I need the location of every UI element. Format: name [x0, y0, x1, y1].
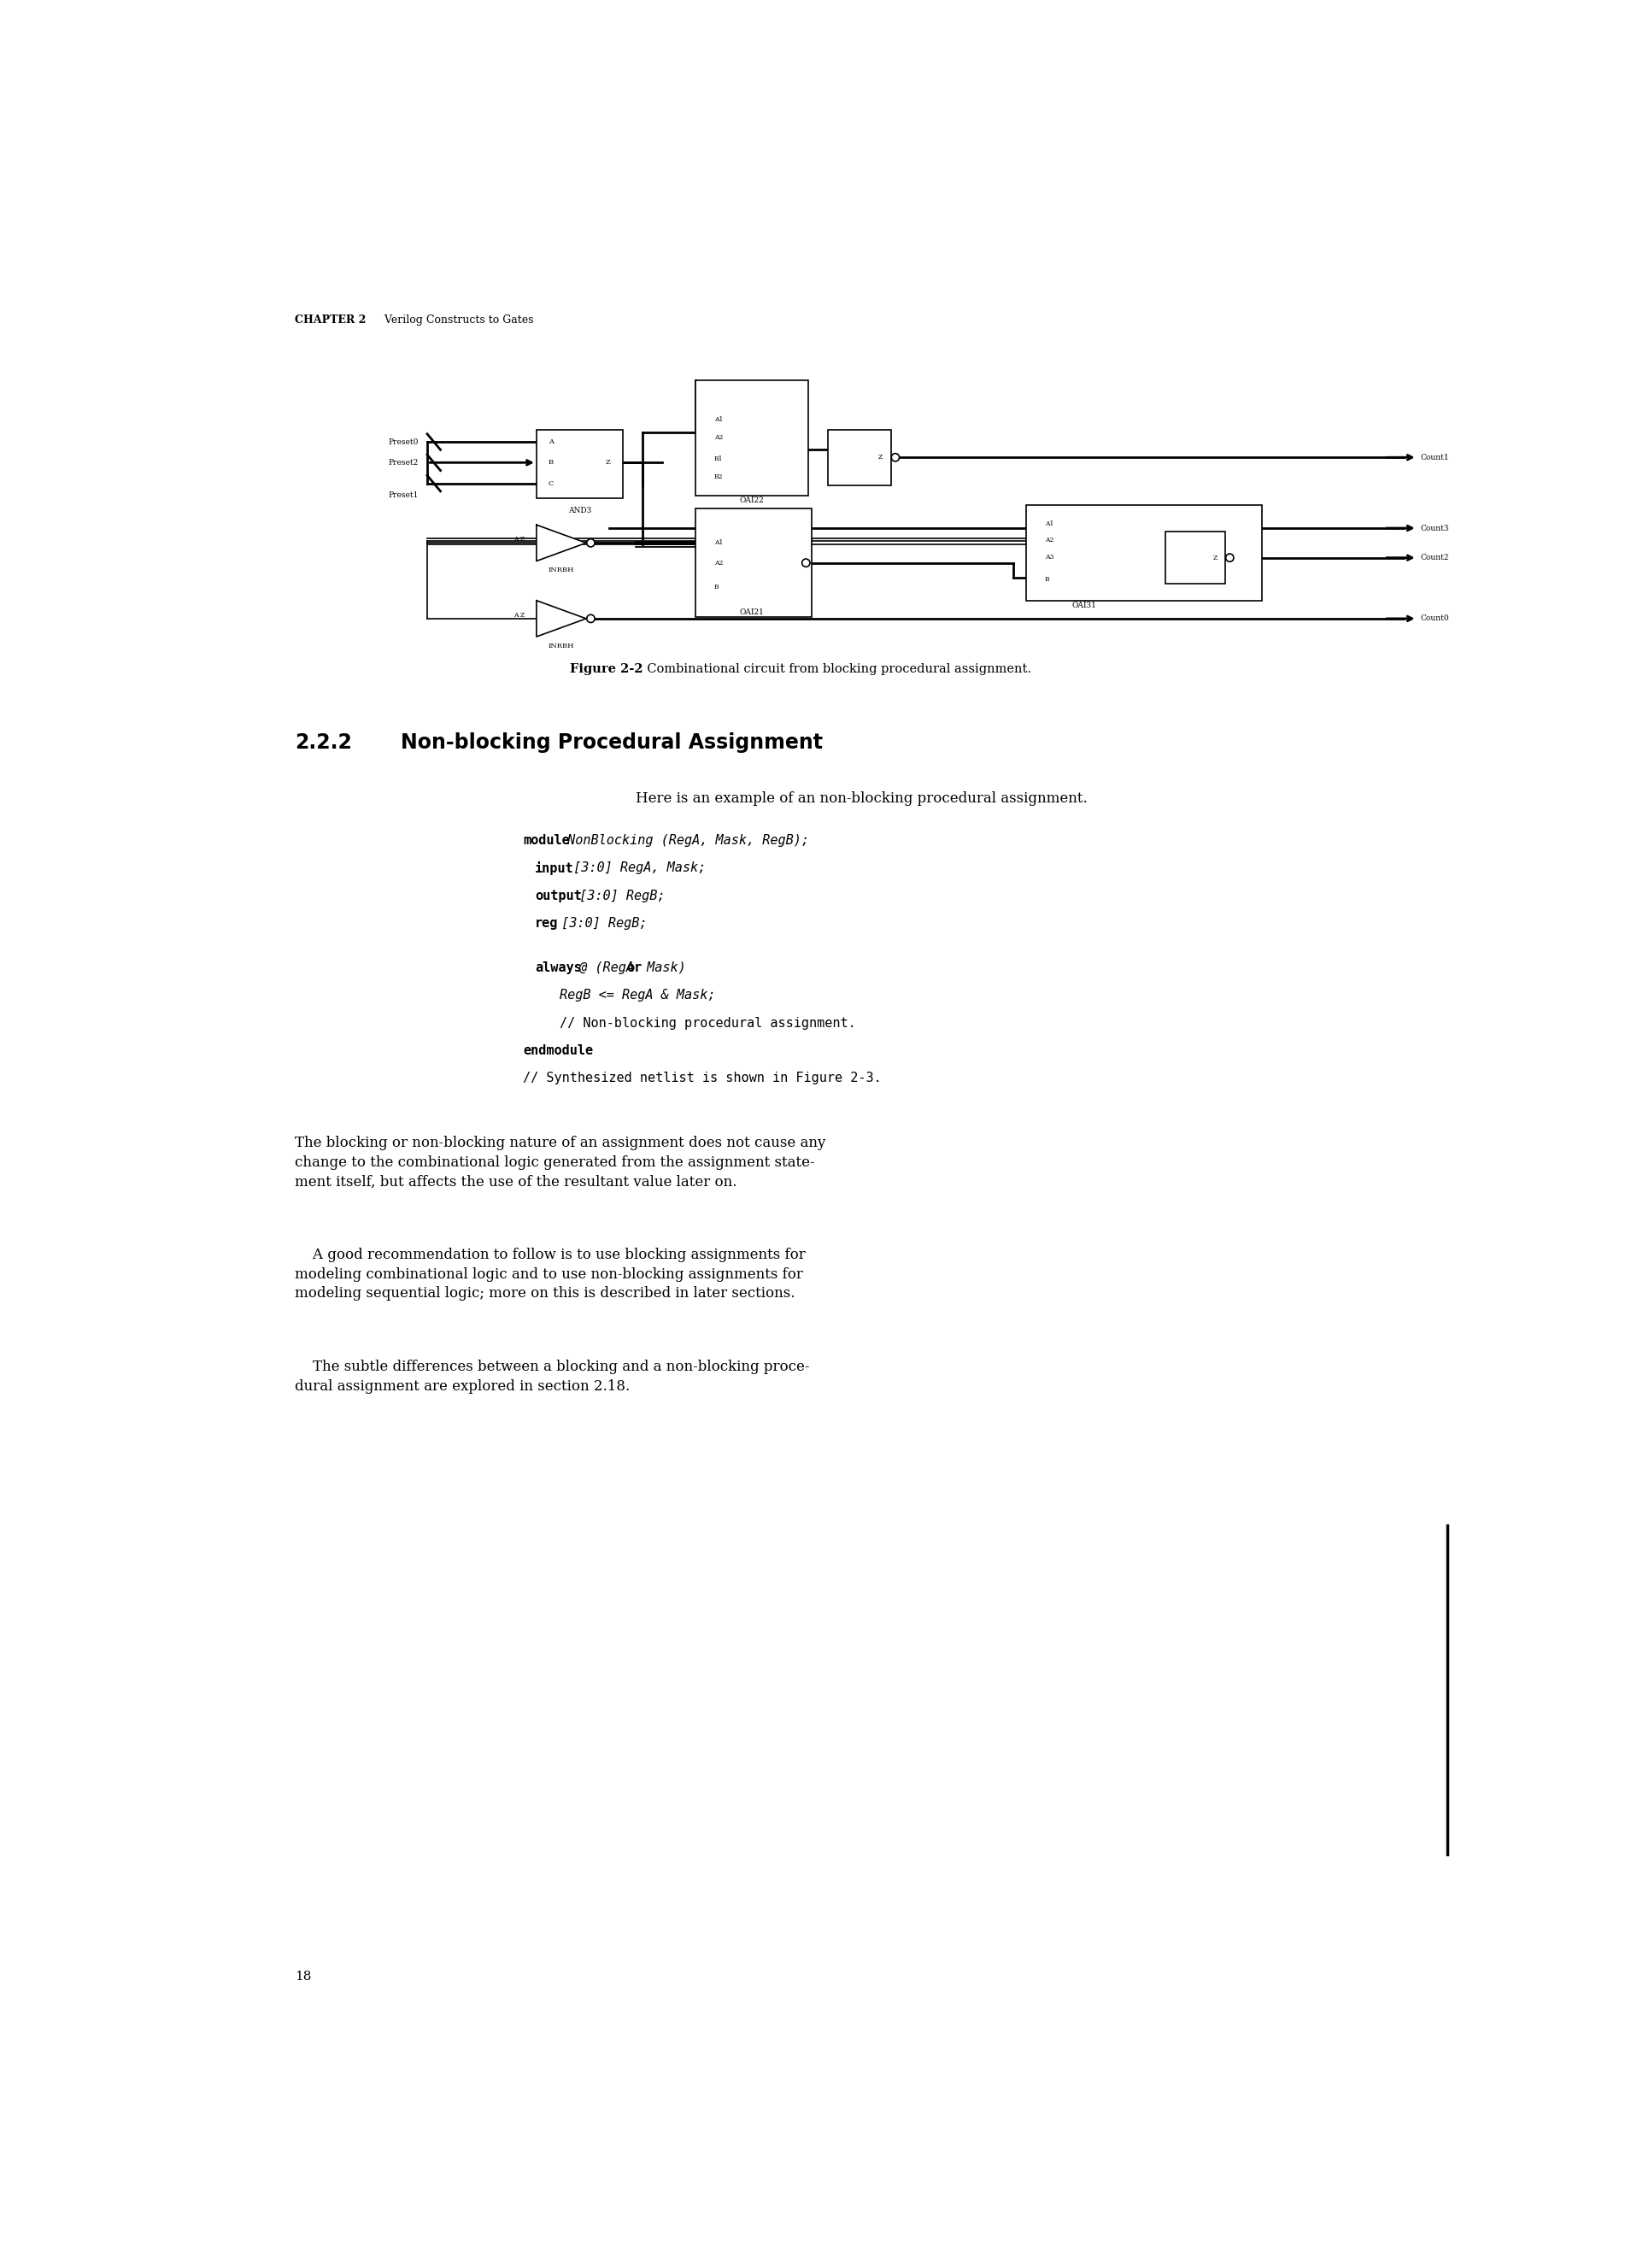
Text: @ (RegA: @ (RegA [572, 962, 642, 973]
Circle shape [892, 454, 899, 460]
Text: C: C [549, 481, 554, 488]
Polygon shape [537, 601, 587, 637]
Polygon shape [537, 524, 587, 560]
Text: Verilog Constructs to Gates: Verilog Constructs to Gates [371, 315, 534, 324]
Text: 2.2.2: 2.2.2 [294, 733, 352, 753]
Text: A good recommendation to follow is to use blocking assignments for
modeling comb: A good recommendation to follow is to us… [294, 1247, 805, 1302]
Text: // Non-blocking procedural assignment.: // Non-blocking procedural assignment. [560, 1016, 856, 1030]
Text: A Z: A Z [513, 535, 524, 542]
Text: or: or [626, 962, 642, 973]
Bar [1165, 531, 1226, 585]
Text: [3:0] RegB;: [3:0] RegB; [572, 889, 665, 903]
Text: OAI22: OAI22 [739, 497, 764, 503]
Text: A3: A3 [1045, 553, 1053, 560]
Bar [702, 528, 802, 601]
Text: RegB <= RegA & Mask;: RegB <= RegA & Mask; [560, 989, 716, 1002]
Text: Count1: Count1 [1421, 454, 1449, 460]
Bar [828, 429, 891, 485]
Text: 18: 18 [294, 1971, 311, 1982]
Text: A2: A2 [715, 560, 723, 567]
Text: Count0: Count0 [1421, 615, 1449, 621]
Circle shape [587, 615, 595, 621]
Text: B1: B1 [715, 456, 723, 463]
Text: Preset1: Preset1 [388, 492, 419, 499]
Text: OAI21: OAI21 [739, 608, 764, 617]
Text: INRBH: INRBH [549, 567, 575, 574]
Text: A Z: A Z [513, 612, 524, 619]
Text: Combinational circuit from blocking procedural assignment.: Combinational circuit from blocking proc… [639, 662, 1032, 676]
Text: [3:0] RegB;: [3:0] RegB; [554, 916, 647, 930]
Text: NonBlocking (RegA, Mask, RegB);: NonBlocking (RegA, Mask, RegB); [560, 835, 810, 846]
Bar [1027, 506, 1262, 601]
Text: A2: A2 [715, 433, 723, 440]
Text: Z: Z [606, 458, 611, 465]
Text: B2: B2 [715, 474, 723, 481]
Text: Non-blocking Procedural Assignment: Non-blocking Procedural Assignment [401, 733, 823, 753]
Text: INRBH: INRBH [549, 642, 575, 649]
Circle shape [802, 558, 810, 567]
Text: module: module [522, 835, 570, 846]
Text: // Synthesized netlist is shown in Figure 2-3.: // Synthesized netlist is shown in Figur… [522, 1073, 882, 1084]
Bar [537, 429, 623, 499]
Text: CHAPTER 2: CHAPTER 2 [294, 315, 366, 324]
Bar [695, 508, 812, 617]
Text: always: always [536, 962, 582, 973]
Text: Preset0: Preset0 [388, 438, 419, 447]
Text: The blocking or non-blocking nature of an assignment does not cause any
change t: The blocking or non-blocking nature of a… [294, 1136, 826, 1188]
Bar [695, 381, 808, 494]
Text: The subtle differences between a blocking and a non-blocking proce-
dural assign: The subtle differences between a blockin… [294, 1359, 810, 1393]
Text: A1: A1 [715, 417, 723, 424]
Text: Preset2: Preset2 [388, 458, 419, 467]
Text: Z: Z [1213, 553, 1217, 560]
Text: Here is an example of an non-blocking procedural assignment.: Here is an example of an non-blocking pr… [636, 792, 1088, 805]
Text: OAI31: OAI31 [1071, 601, 1098, 610]
Text: endmodule: endmodule [522, 1043, 593, 1057]
Circle shape [587, 540, 595, 547]
Text: Count3: Count3 [1421, 524, 1449, 533]
Bar [702, 411, 802, 488]
Text: A1: A1 [1045, 522, 1053, 528]
Text: Mask): Mask) [639, 962, 685, 973]
Bar [1033, 513, 1135, 594]
Text: [3:0] RegA, Mask;: [3:0] RegA, Mask; [565, 862, 706, 875]
Text: output: output [536, 889, 582, 903]
Text: input: input [536, 862, 573, 875]
Text: A2: A2 [1045, 538, 1053, 544]
Text: Count2: Count2 [1421, 553, 1449, 562]
Text: reg: reg [536, 916, 559, 930]
Text: Z: Z [877, 454, 882, 460]
Text: A: A [549, 438, 554, 445]
Text: Figure 2-2: Figure 2-2 [570, 662, 642, 676]
Text: A1: A1 [715, 540, 723, 547]
Text: B: B [1045, 576, 1050, 583]
Text: B: B [549, 458, 554, 465]
Text: AND3: AND3 [568, 506, 591, 515]
Circle shape [1226, 553, 1234, 562]
Text: B: B [715, 585, 718, 592]
